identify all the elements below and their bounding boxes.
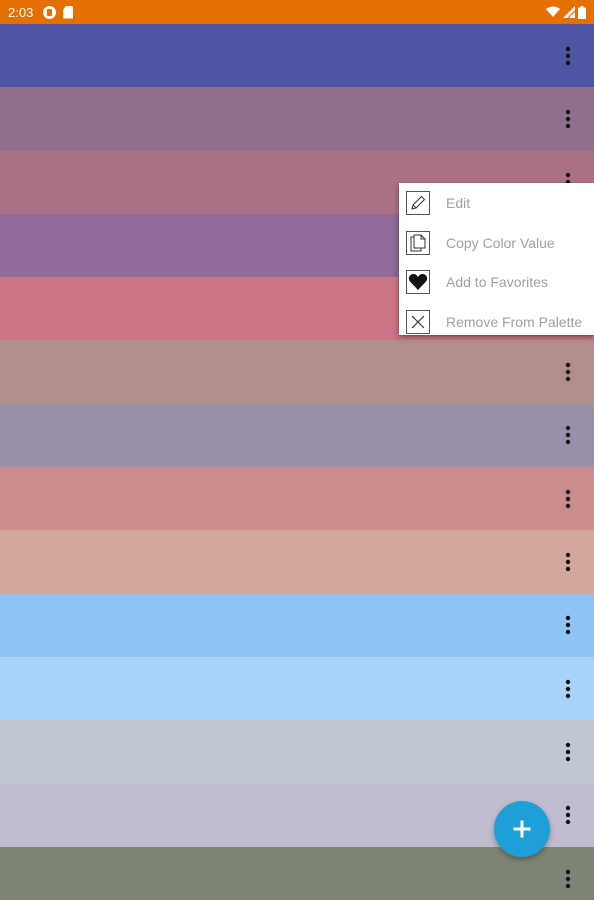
- color-row[interactable]: [0, 656, 594, 721]
- more-vert-button[interactable]: [554, 736, 582, 768]
- more-vert-icon: [565, 362, 571, 382]
- more-vert-icon: [565, 742, 571, 762]
- more-vert-button[interactable]: [554, 103, 582, 135]
- color-row[interactable]: [0, 467, 594, 531]
- menu-item-label: Copy Color Value: [446, 234, 555, 251]
- more-vert-button[interactable]: [554, 356, 582, 388]
- close-icon: [406, 310, 430, 335]
- more-vert-button[interactable]: [554, 799, 582, 831]
- menu-item-remove-from-palette[interactable]: Remove From Palette: [399, 302, 594, 342]
- more-vert-button[interactable]: [554, 483, 582, 515]
- color-options-menu: Edit Copy Color Value Add to Favorites: [399, 183, 594, 335]
- add-color-fab[interactable]: [494, 801, 550, 857]
- more-vert-button[interactable]: [554, 609, 582, 641]
- status-right-icons: [546, 0, 586, 24]
- color-row[interactable]: [0, 720, 594, 784]
- more-vert-icon: [565, 616, 571, 635]
- more-vert-button[interactable]: [554, 673, 582, 705]
- menu-item-label: Add to Favorites: [446, 274, 548, 291]
- more-vert-button[interactable]: [554, 546, 582, 578]
- color-row[interactable]: [0, 846, 594, 900]
- more-vert-icon: [565, 426, 571, 445]
- palette-list: [0, 24, 594, 900]
- menu-item-edit[interactable]: Edit: [399, 183, 594, 223]
- add-icon: [513, 820, 531, 838]
- status-bar: 2:03: [0, 0, 594, 24]
- more-vert-button[interactable]: [554, 40, 582, 72]
- color-row[interactable]: [0, 87, 594, 151]
- menu-item-add-to-favorites[interactable]: Add to Favorites: [399, 263, 594, 303]
- color-row[interactable]: [0, 593, 594, 657]
- more-vert-button[interactable]: [554, 863, 582, 895]
- more-vert-icon: [565, 109, 571, 129]
- wifi-icon: [546, 6, 560, 17]
- more-vert-icon: [565, 806, 571, 825]
- battery-icon: [578, 5, 586, 19]
- more-vert-icon: [565, 46, 571, 65]
- menu-item-label: Edit: [446, 194, 471, 211]
- menu-item-label: Remove From Palette: [446, 314, 583, 331]
- more-vert-icon: [565, 552, 571, 572]
- more-vert-icon: [565, 869, 571, 888]
- color-row[interactable]: [0, 340, 594, 404]
- color-row[interactable]: [0, 403, 594, 468]
- color-row[interactable]: [0, 530, 594, 594]
- pencil-icon: [406, 190, 430, 215]
- color-row[interactable]: [0, 24, 594, 88]
- more-vert-button[interactable]: [554, 419, 582, 451]
- heart-icon: [406, 270, 430, 295]
- more-vert-icon: [565, 679, 571, 698]
- more-vert-icon: [565, 489, 571, 508]
- menu-item-copy-color-value[interactable]: Copy Color Value: [399, 223, 594, 263]
- status-time: 2:03: [8, 4, 34, 20]
- sd-card-icon: [63, 5, 74, 19]
- signal-icon: [563, 6, 575, 18]
- copy-icon: [406, 230, 430, 255]
- app-notification-icon: [43, 5, 57, 19]
